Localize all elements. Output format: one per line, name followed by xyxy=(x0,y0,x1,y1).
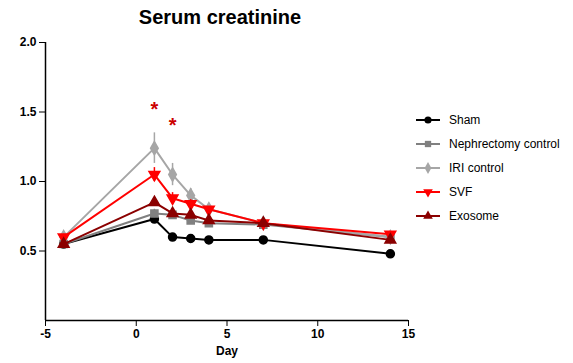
html-text:IRI control: IRI control xyxy=(449,161,504,175)
svg-text:10: 10 xyxy=(311,327,325,341)
svg-text:Day: Day xyxy=(216,344,238,358)
html-text:Serum creatinine: Serum creatinine xyxy=(138,6,302,28)
svg-text:-5: -5 xyxy=(40,327,51,341)
svg-text:5: 5 xyxy=(224,327,231,341)
svg-text:*: * xyxy=(151,98,159,120)
svg-text:1.5: 1.5 xyxy=(20,105,37,119)
svg-text:0.5: 0.5 xyxy=(20,244,37,258)
html-text:Sham: Sham xyxy=(449,113,481,127)
html-text:SVF: SVF xyxy=(449,185,473,199)
html-text:Exosome: Exosome xyxy=(449,209,499,223)
svg-text:*: * xyxy=(169,114,177,136)
svg-text:1.0: 1.0 xyxy=(20,174,37,188)
html-text:Nephrectomy control: Nephrectomy control xyxy=(449,137,560,151)
svg-text:0: 0 xyxy=(133,327,140,341)
svg-text:2.0: 2.0 xyxy=(20,35,37,49)
svg-text:15: 15 xyxy=(402,327,416,341)
